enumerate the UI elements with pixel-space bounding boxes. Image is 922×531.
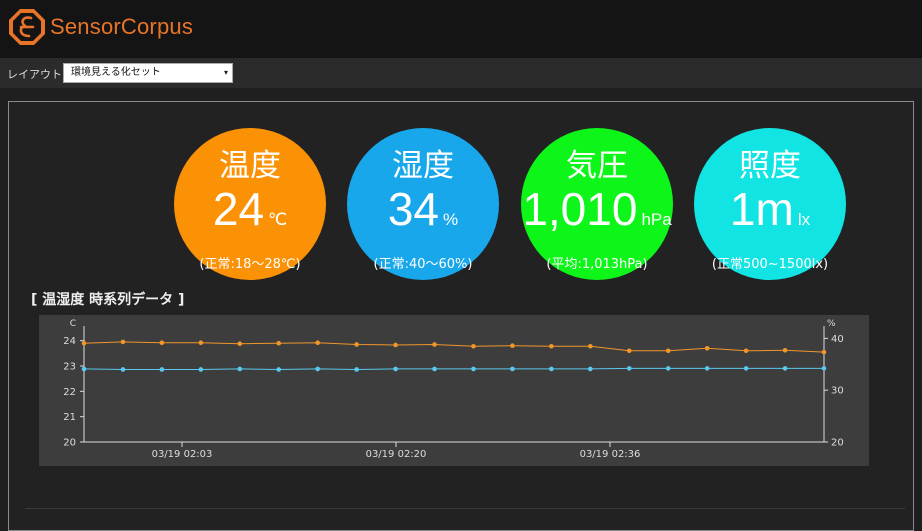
data-point-humidity [198,367,204,372]
gauge-range: (正常500~1500lx) [711,257,829,272]
humidity-gauge: 湿度 34% (正常:40〜60%) [347,128,499,280]
data-point-humidity [782,366,788,371]
data-point-humidity [471,366,476,372]
data-point-temperature [159,340,165,345]
data-point-temperature [315,340,320,345]
data-point-humidity [120,367,126,372]
divider [25,508,905,509]
data-point-humidity [626,366,632,371]
data-point-temperature [471,343,476,349]
gauge-label: 照度 [739,148,801,184]
y-tick-label-left: 20 [63,438,76,449]
gauge-value: 24 [212,183,265,235]
data-point-humidity [821,366,827,371]
data-point-temperature [276,340,282,346]
y-tick-label-left: 24 [63,336,76,347]
section-title: [ 温湿度 時系列データ ] [31,292,185,308]
gauge-range: (正常:40〜60%) [373,257,473,272]
data-point-temperature [432,342,437,347]
data-point-temperature [393,342,398,348]
data-point-temperature [626,348,632,354]
gauge-label: 温度 [219,148,281,184]
data-point-temperature [198,340,204,345]
gauge-unit: lx [797,210,811,229]
data-point-temperature [549,343,554,349]
data-point-temperature [704,345,710,351]
data-point-temperature [510,343,515,349]
data-point-humidity [393,366,398,372]
data-point-temperature [81,340,87,346]
gauge-label: 気圧 [566,148,628,184]
data-point-humidity [237,366,243,372]
layout-label: レイアウト [7,68,62,81]
chevron-down-icon: ▾ [223,68,228,77]
app-header: SensorCorpus [0,0,922,58]
gauge-range: (平均:1,013hPa) [546,257,648,272]
pressure-gauge: 気圧 1,010 hPa (平均:1,013hPa) [521,128,673,280]
gauge-value: 34 [387,183,440,235]
data-point-humidity [510,366,515,372]
y-tick-label-left: 22 [63,387,76,398]
x-tick-label: 03/19 02:36 [580,449,641,460]
data-point-humidity [588,366,593,372]
series-line-humidity [83,367,824,370]
data-point-humidity [159,367,165,372]
y-axis-right-unit: % [827,319,836,329]
y-tick-label-right: 40 [831,334,844,345]
data-point-temperature [743,348,749,354]
data-point-humidity [665,366,671,371]
data-point-humidity [704,366,710,371]
data-point-temperature [665,348,671,354]
gauge-value: 1,010 [522,183,638,235]
series-line-temperature [83,341,825,353]
timeseries-chart-svg: C % 20 21 22 23 24 20 30 40 03/19 02:03 03/19 02:20… [63,319,844,460]
x-tick-label: 03/19 02:03 [152,449,213,460]
timeseries-chart: C% 20 21 22 23 24 20 30 40 03/19 02:03 03/19 02:20… [39,315,869,466]
data-point-temperature [782,347,788,353]
data-point-humidity [743,366,749,371]
temperature-gauge: 温度 24 ℃ (正常:18〜28℃) [174,128,326,280]
data-point-temperature [237,341,243,347]
y-tick-label-right: 30 [831,386,844,397]
y-tick-label-left: 23 [63,362,76,373]
layout-select-value: 環境見える化セット [71,67,161,78]
y-tick-label-left: 21 [63,412,76,423]
data-point-temperature [821,349,827,355]
x-tick-label: 03/19 02:20 [366,449,427,460]
gauge-unit: ℃ [268,210,288,229]
data-point-humidity [315,366,320,372]
gauge-label: 湿度 [392,148,454,184]
gauge-range: (正常:18〜28℃) [199,257,301,272]
gauge-unit: % [443,210,459,229]
data-point-humidity [549,366,554,372]
sensorcorpus-logo-icon[interactable] [7,7,47,47]
data-point-humidity [354,367,359,372]
gauge-unit: hPa [641,210,672,229]
data-point-humidity [81,366,87,372]
layout-select[interactable]: 環境見える化セット ▾ [63,63,233,83]
y-tick-label-right: 20 [831,438,844,449]
gauge-value: 1m [729,183,794,235]
data-point-humidity [276,367,282,372]
app-title[interactable]: SensorCorpus [50,14,194,39]
data-point-temperature [120,339,126,345]
data-point-temperature [588,343,593,349]
illuminance-gauge: 照度 1m lx (正常500~1500lx) [694,128,846,280]
y-axis-left-unit: C [70,319,76,329]
data-point-humidity [432,366,437,372]
data-point-temperature [354,342,359,347]
